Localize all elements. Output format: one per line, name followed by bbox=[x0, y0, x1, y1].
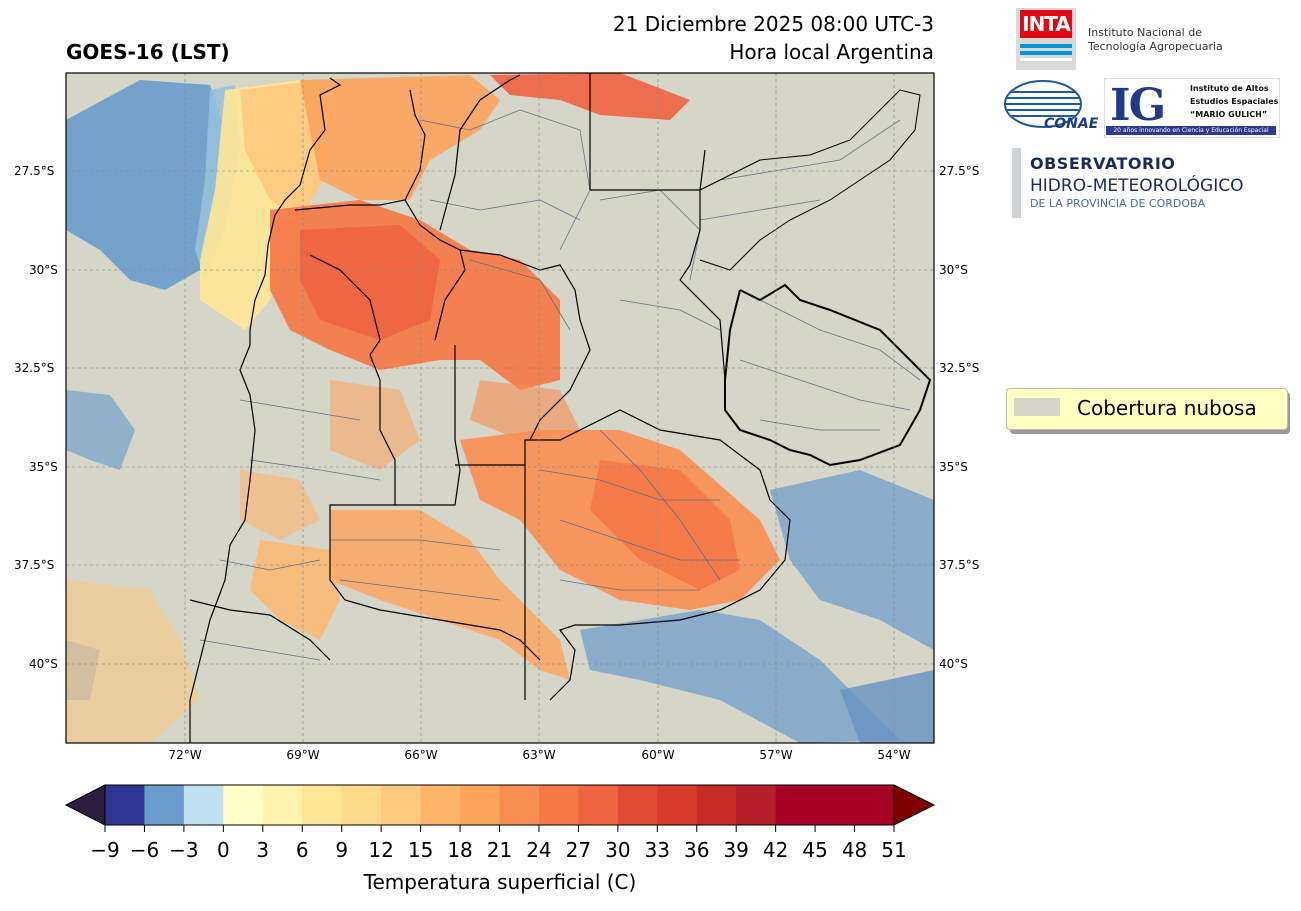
ig-logo-mark: IG bbox=[1110, 80, 1166, 131]
colorbar bbox=[64, 784, 936, 832]
colorbar-cell bbox=[183, 785, 224, 825]
legend-cloud-swatch bbox=[1014, 398, 1060, 416]
colorbar-cell bbox=[578, 785, 619, 825]
colorbar-label: Temperatura superficial (C) bbox=[363, 870, 637, 894]
inta-name-line2: Tecnología Agropecuaria bbox=[1088, 40, 1223, 53]
colorbar-tick-label: 6 bbox=[295, 838, 309, 862]
colorbar-cell bbox=[736, 785, 777, 825]
colorbar-cell bbox=[815, 785, 856, 825]
inta-logo-stripes bbox=[1020, 44, 1072, 61]
conae-logo bbox=[1004, 80, 1082, 128]
lst-map bbox=[65, 72, 935, 744]
observatorio-logo-bar bbox=[1012, 148, 1021, 218]
misiones-outline bbox=[699, 89, 921, 271]
lon-label: 69°W bbox=[286, 748, 320, 762]
colorbar-tick-label: 9 bbox=[335, 838, 349, 862]
lat-label-left: 32.5°S bbox=[14, 361, 55, 375]
datetime-title: 21 Diciembre 2025 08:00 UTC-3 bbox=[612, 12, 934, 36]
observatorio-line3: DE LA PROVINCIA DE CÓRDOBA bbox=[1030, 197, 1206, 210]
department-borders bbox=[199, 109, 921, 661]
colorbar-cell bbox=[499, 785, 540, 825]
colorbar-tick-label: 48 bbox=[841, 838, 868, 862]
colorbar-cell bbox=[657, 785, 698, 825]
lat-label-right: 30°S bbox=[939, 263, 968, 277]
province-borders bbox=[189, 73, 932, 743]
colorbar-cell bbox=[341, 785, 382, 825]
lat-label-right: 40°S bbox=[939, 657, 968, 671]
inta-name-line1: Instituto Nacional de bbox=[1088, 26, 1202, 39]
lon-label: 63°W bbox=[522, 748, 556, 762]
gridlines bbox=[66, 73, 934, 743]
colorbar-cell bbox=[144, 785, 185, 825]
colorbar-tick-label: 39 bbox=[723, 838, 749, 862]
colorbar-tick-label: 24 bbox=[526, 838, 552, 862]
colorbar-tick-label: 12 bbox=[368, 838, 394, 862]
colorbar-cell bbox=[262, 785, 303, 825]
colorbar-tick-label: 42 bbox=[762, 838, 789, 862]
colorbar-tick-label: 21 bbox=[486, 838, 513, 862]
colorbar-tick-label: 3 bbox=[256, 838, 270, 862]
lat-label-left: 37.5°S bbox=[14, 558, 55, 572]
colorbar-tick-label: 27 bbox=[565, 838, 592, 862]
lon-label: 60°W bbox=[641, 748, 675, 762]
local-time-subtitle: Hora local Argentina bbox=[729, 40, 934, 64]
colorbar-cell bbox=[302, 785, 343, 825]
colorbar-tick-label: −9 bbox=[90, 838, 120, 862]
map-frame bbox=[65, 72, 935, 744]
product-title: GOES-16 (LST) bbox=[66, 40, 230, 64]
colorbar-tick-label: 36 bbox=[684, 838, 710, 862]
conae-logo-mark: CONAE bbox=[1044, 116, 1099, 132]
ig-name-line2: Estudios Espaciales bbox=[1190, 97, 1279, 106]
colorbar-tick-label: −3 bbox=[169, 838, 199, 862]
observatorio-line1: OBSERVATORIO bbox=[1030, 154, 1176, 173]
colorbar-cell bbox=[538, 785, 579, 825]
lon-label: 54°W bbox=[877, 748, 911, 762]
observatorio-line2: HIDRO-METEOROLÓGICO bbox=[1030, 176, 1244, 196]
colorbar-under-arrow bbox=[64, 784, 106, 826]
colorbar-tick-label: −6 bbox=[129, 838, 160, 862]
ig-name-line3: “MARIO GULICH” bbox=[1190, 110, 1268, 119]
colorbar-tick-label: 33 bbox=[644, 838, 671, 862]
lon-label: 72°W bbox=[168, 748, 202, 762]
colorbar-cell bbox=[460, 785, 500, 825]
warm-temperature-areas bbox=[66, 73, 780, 743]
ig-banner: 20 años innovando en Ciencia y Educación… bbox=[1106, 126, 1276, 135]
lat-label-right: 35°S bbox=[939, 460, 968, 474]
colorbar-over-arrow bbox=[893, 784, 936, 826]
legend-cloud-label: Cobertura nubosa bbox=[1077, 396, 1257, 420]
lat-label-right: 27.5°S bbox=[939, 164, 980, 178]
ig-name-line1: Instituto de Altos bbox=[1190, 84, 1269, 93]
lon-label: 66°W bbox=[404, 748, 438, 762]
lat-label-left: 27.5°S bbox=[14, 164, 55, 178]
lat-label-left: 40°S bbox=[29, 657, 58, 671]
colorbar-tick-label: 15 bbox=[407, 838, 434, 862]
colorbar-cell bbox=[105, 785, 145, 825]
colorbar-tick-label: 18 bbox=[447, 838, 473, 862]
colorbar-cell bbox=[381, 785, 422, 825]
lat-label-right: 32.5°S bbox=[939, 361, 980, 375]
colorbar-cell bbox=[617, 785, 658, 825]
colorbar-tick-label: 45 bbox=[802, 838, 828, 862]
colorbar-tick-label: 51 bbox=[881, 838, 907, 862]
lat-label-right: 37.5°S bbox=[939, 558, 980, 572]
colorbar-cell bbox=[696, 785, 737, 825]
colorbar-cell bbox=[775, 785, 816, 825]
lon-label: 57°W bbox=[759, 748, 793, 762]
colorbar-tick-label: 0 bbox=[216, 838, 230, 862]
lat-label-left: 30°S bbox=[29, 263, 58, 277]
colorbar-cell bbox=[420, 785, 461, 825]
lat-label-left: 35°S bbox=[29, 460, 58, 474]
colorbar-cell bbox=[854, 785, 895, 825]
colorbar-cell bbox=[223, 785, 264, 825]
colorbar-tick-label: 30 bbox=[605, 838, 631, 862]
inta-logo-mark: INTA bbox=[1020, 10, 1072, 38]
